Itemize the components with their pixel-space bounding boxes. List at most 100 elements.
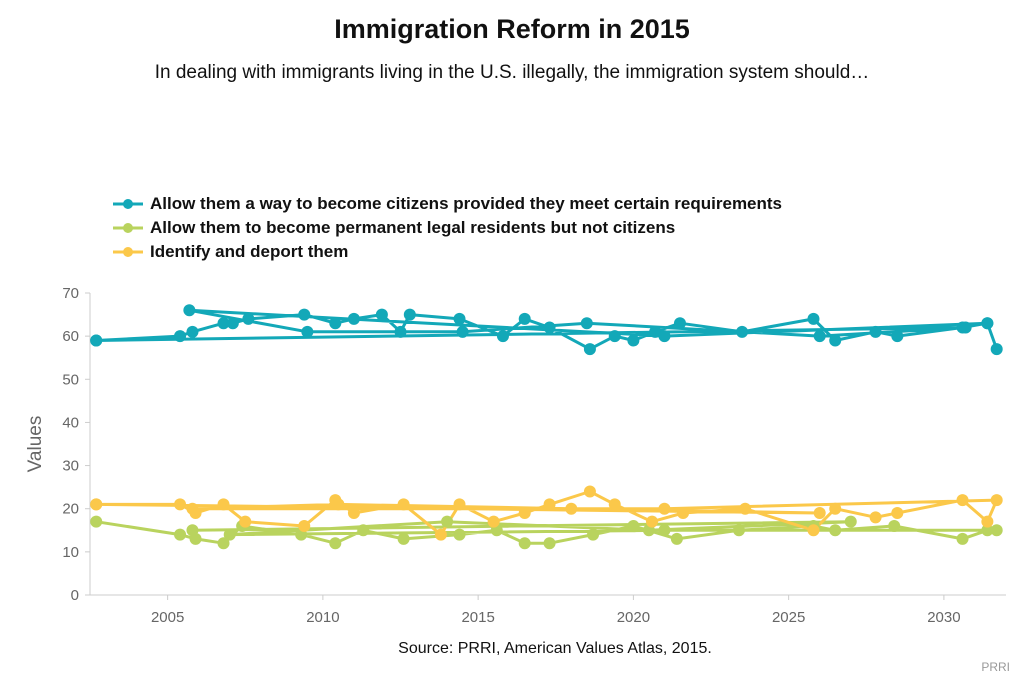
data-point-2 — [658, 502, 671, 515]
credit-label: PRRI — [981, 660, 1010, 674]
data-point-0 — [673, 317, 686, 330]
data-point-0 — [453, 312, 466, 325]
legend-label: Allow them to become permanent legal res… — [150, 218, 676, 237]
data-point-0 — [658, 330, 671, 343]
y-tick-label: 60 — [62, 328, 79, 345]
data-point-0 — [518, 312, 531, 325]
data-point-2 — [869, 511, 882, 524]
y-tick-label: 40 — [62, 414, 79, 431]
data-point-0 — [226, 317, 239, 330]
data-point-1 — [670, 532, 683, 545]
data-point-0 — [174, 330, 187, 343]
data-point-1 — [981, 524, 994, 537]
y-axis-label: Values — [25, 416, 46, 473]
x-tick-label: 2010 — [306, 609, 339, 626]
data-point-0 — [301, 325, 314, 338]
chart-legend: Allow them a way to become citizens prov… — [112, 192, 782, 264]
data-point-0 — [829, 334, 842, 347]
data-point-0 — [807, 312, 820, 325]
series-line-2 — [94, 490, 999, 537]
data-point-0 — [186, 325, 199, 338]
legend-label: Identify and deport them — [150, 242, 349, 261]
data-point-0 — [891, 330, 904, 343]
x-tick-label: 2020 — [617, 609, 650, 626]
y-tick-label: 30 — [62, 458, 79, 475]
data-point-1 — [217, 537, 230, 550]
x-tick-label: 2030 — [927, 609, 960, 626]
data-point-1 — [223, 528, 236, 541]
data-point-1 — [329, 537, 342, 550]
legend-line-marker-icon — [113, 223, 143, 233]
chart-subtitle: In dealing with immigrants living in the… — [154, 62, 870, 83]
data-point-2 — [583, 485, 596, 498]
data-point-2 — [174, 498, 187, 511]
data-point-1 — [956, 532, 969, 545]
data-point-2 — [608, 498, 621, 511]
data-point-2 — [813, 507, 826, 520]
data-point-1 — [90, 515, 103, 528]
data-point-0 — [394, 325, 407, 338]
data-point-1 — [186, 524, 199, 537]
y-tick-label: 20 — [62, 501, 79, 518]
data-point-2 — [217, 498, 230, 511]
data-point-0 — [375, 308, 388, 321]
data-point-0 — [347, 312, 360, 325]
legend-line-marker-icon — [113, 199, 143, 209]
x-tick-label: 2015 — [461, 609, 494, 626]
data-point-2 — [739, 502, 752, 515]
data-point-0 — [183, 304, 196, 317]
data-point-1 — [397, 532, 410, 545]
data-point-0 — [981, 317, 994, 330]
data-point-0 — [649, 325, 662, 338]
data-point-0 — [627, 334, 640, 347]
x-tick-label: 2005 — [151, 609, 184, 626]
data-point-1 — [441, 515, 454, 528]
data-point-1 — [543, 537, 556, 550]
data-point-0 — [456, 325, 469, 338]
data-point-2 — [956, 494, 969, 507]
data-point-0 — [869, 325, 882, 338]
data-point-1 — [732, 524, 745, 537]
legend-label: Allow them a way to become citizens prov… — [150, 194, 783, 213]
data-point-0 — [580, 317, 593, 330]
legend-item-deport[interactable]: Identify and deport them — [112, 240, 782, 264]
data-point-0 — [608, 330, 621, 343]
x-tick-label: 2025 — [772, 609, 805, 626]
data-point-2 — [332, 498, 345, 511]
data-point-1 — [174, 528, 187, 541]
legend-item-citizens[interactable]: Allow them a way to become citizens prov… — [112, 192, 782, 216]
data-point-0 — [242, 312, 255, 325]
data-point-2 — [677, 507, 690, 520]
legend-item-residents[interactable]: Allow them to become permanent legal res… — [112, 216, 782, 240]
data-point-2 — [891, 507, 904, 520]
data-point-1 — [518, 537, 531, 550]
data-point-2 — [453, 498, 466, 511]
data-point-2 — [186, 502, 199, 515]
source-note: Source: PRRI, American Values Atlas, 201… — [398, 640, 712, 657]
data-point-0 — [496, 330, 509, 343]
data-point-0 — [90, 334, 103, 347]
y-tick-label: 70 — [62, 285, 79, 302]
data-point-0 — [990, 343, 1003, 356]
data-point-0 — [583, 343, 596, 356]
data-point-2 — [487, 515, 500, 528]
legend-line-marker-icon — [113, 247, 143, 257]
data-point-1 — [587, 528, 600, 541]
data-point-1 — [658, 524, 671, 537]
data-point-0 — [813, 330, 826, 343]
data-point-2 — [347, 507, 360, 520]
data-point-2 — [646, 515, 659, 528]
data-point-2 — [807, 524, 820, 537]
data-point-0 — [403, 308, 416, 321]
data-point-2 — [90, 498, 103, 511]
chart-title: Immigration Reform in 2015 — [334, 14, 690, 44]
data-point-0 — [298, 308, 311, 321]
data-point-2 — [990, 494, 1003, 507]
data-point-1 — [844, 515, 857, 528]
data-point-2 — [543, 498, 556, 511]
y-tick-label: 0 — [71, 587, 79, 604]
data-point-2 — [298, 519, 311, 532]
y-tick-label: 50 — [62, 371, 79, 388]
data-point-0 — [736, 325, 749, 338]
